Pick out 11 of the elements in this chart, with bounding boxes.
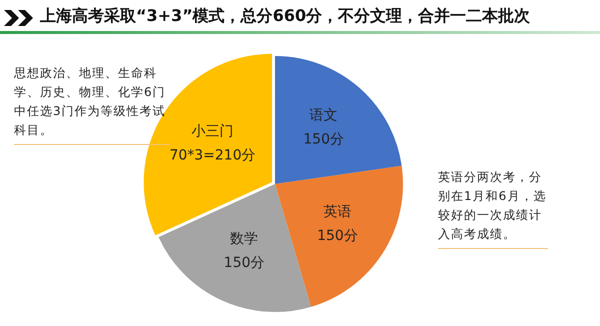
data-label: 150分 — [303, 132, 344, 148]
slice-label: 小三门 — [192, 124, 234, 140]
slice-label: 数学 — [230, 231, 258, 248]
slice-label: 语文 — [310, 108, 338, 124]
text: 思想政治、地理、生命科学、历史、物理、化学6门中任选3门作为等级性考试科目。 — [14, 64, 170, 145]
data-label: 70*3=210分 — [169, 148, 256, 164]
text: 英语分两次考，分别在1月和6月，选较好的一次成绩计入高考成绩。 — [438, 168, 548, 249]
slice-label: 英语 — [323, 204, 352, 220]
data-label: 150分 — [317, 228, 358, 244]
data-label: 150分 — [224, 255, 265, 272]
chart-title: 上海高考采取“3+3”模式，总分660分，不分文理，合并一二本批次 — [40, 6, 530, 27]
